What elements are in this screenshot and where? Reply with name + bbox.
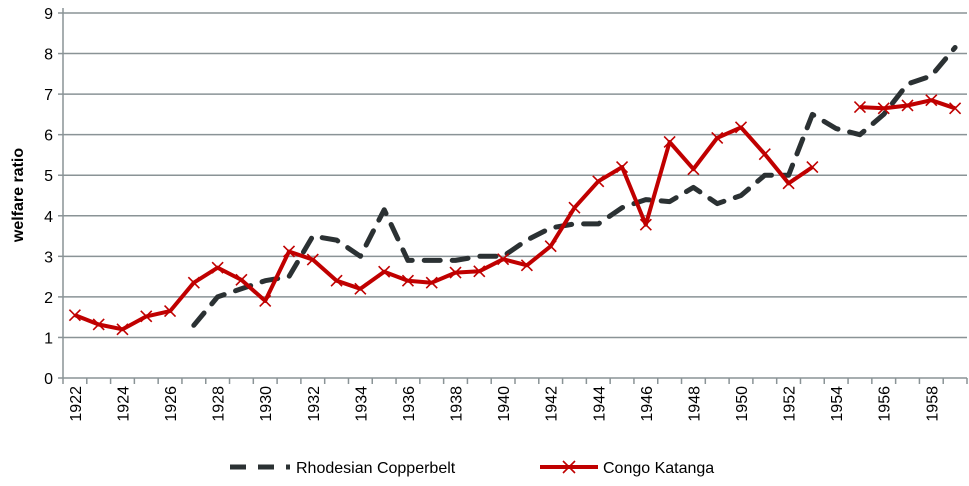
data-point-marker [925,94,938,107]
data-point-marker [449,266,462,279]
data-point-marker [473,265,486,278]
data-point-marker [306,253,319,266]
data-point-marker [782,177,795,190]
data-point-marker [92,318,105,331]
data-point-marker [520,259,533,272]
data-point-marker [901,99,914,112]
x-tick-label: 1928 [211,386,228,422]
y-tick-label: 8 [44,47,53,64]
data-point-marker [282,245,296,258]
x-tick-label: 1952 [782,386,799,422]
series-line [859,98,956,111]
y-tick-label: 5 [44,168,53,185]
x-tick-label: 1934 [353,386,370,422]
x-axis-ticks: 1922 1924 1926 1928 1930 1932 1934 1936 1938 1940… [62,378,968,422]
data-point-marker [259,294,272,308]
data-point-marker [116,323,129,336]
data-point-marker [163,305,177,318]
x-tick-label: 1950 [734,386,751,422]
data-point-marker [615,161,629,174]
series-congo-katanga [68,94,962,336]
x-tick-label: 1946 [639,386,656,422]
data-point-marker [330,274,343,287]
data-point-marker [711,131,724,144]
x-tick-label: 1926 [163,386,180,422]
x-tick-label: 1940 [496,386,513,422]
legend-label-rhodesian: Rhodesian Copperbelt [296,460,456,477]
data-point-marker [687,163,700,176]
x-tick-label: 1938 [449,386,466,422]
series-line [74,125,814,332]
data-point-marker [354,282,367,295]
data-point-marker [140,310,153,323]
data-point-marker [853,101,867,114]
data-point-marker [235,273,248,286]
x-tick-label: 1936 [401,386,418,422]
legend: Rhodesian Copperbelt Congo Katanga [230,460,714,477]
data-point-marker [877,102,890,115]
data-point-marker [758,148,771,161]
y-tick-label: 3 [44,249,53,266]
x-tick-label: 1948 [686,386,703,422]
data-point-marker [806,161,819,174]
x-tick-label: 1954 [829,386,846,422]
data-point-marker [401,274,415,287]
x-tick-label: 1924 [115,386,132,422]
data-point-marker [497,253,510,266]
series-group [68,45,962,336]
series-rhodesian-copperbelt [191,45,958,328]
data-point-marker [211,261,224,274]
y-tick-label: 7 [44,87,53,104]
data-point-marker [544,240,557,253]
series-line [191,45,958,328]
data-point-marker [568,201,581,214]
data-point-marker [378,265,391,278]
y-tick-label: 9 [44,6,53,23]
x-tick-label: 1944 [591,386,608,422]
x-tick-label: 1942 [544,386,561,422]
data-point-marker [592,175,605,188]
y-tick-label: 2 [44,290,53,307]
data-point-marker [639,218,652,231]
y-axis-label: welfare ratio [10,148,27,243]
x-tick-label: 1932 [306,386,323,422]
legend-label-congo: Congo Katanga [603,460,714,477]
data-point-marker [663,135,676,149]
y-tick-label: 1 [44,330,53,347]
legend-marker-congo [562,460,576,474]
y-axis-ticks: 0 1 2 3 4 5 6 7 8 9 [44,6,63,388]
data-point-marker [425,276,438,289]
x-tick-label: 1922 [68,386,85,422]
data-point-marker [949,102,962,115]
data-point-marker [68,309,81,322]
x-tick-label: 1956 [877,386,894,422]
data-point-marker [187,276,200,289]
x-tick-label: 1930 [258,386,275,422]
y-tick-label: 4 [44,209,53,226]
y-tick-label: 0 [44,371,53,388]
gridlines [62,8,967,379]
x-tick-label: 1958 [924,386,941,422]
y-tick-label: 6 [44,128,53,145]
data-point-marker [734,121,748,134]
